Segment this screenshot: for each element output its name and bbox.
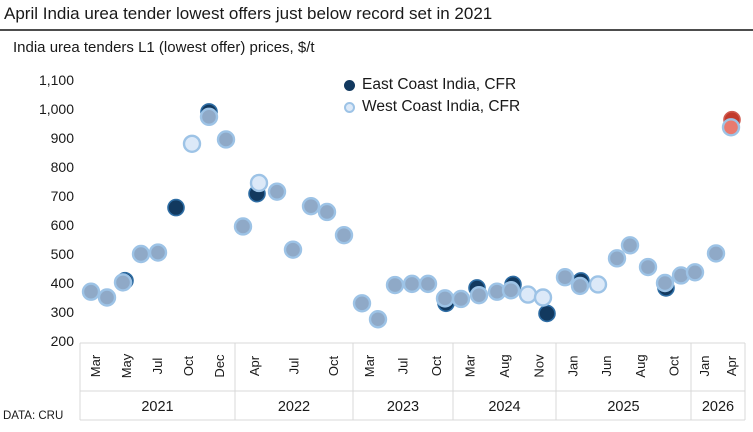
data-point — [352, 294, 372, 313]
data-point — [588, 275, 608, 294]
x-axis-month-label: Jan — [697, 356, 712, 377]
data-point — [533, 288, 553, 307]
x-axis-month-label: Jul — [150, 358, 165, 375]
data-point — [435, 289, 455, 308]
legend-west-label: West Coast India, CFR — [362, 98, 521, 115]
x-axis-month-label: Oct — [667, 356, 682, 377]
data-point — [113, 273, 133, 292]
data-point — [148, 243, 168, 262]
x-axis-year-label: 2025 — [607, 399, 639, 415]
x-axis-month-label: Apr — [247, 355, 262, 376]
x-axis-month-label: May — [119, 353, 134, 378]
x-axis-month-label: Oct — [181, 356, 196, 377]
x-axis-month-label: Aug — [633, 354, 648, 377]
data-point — [385, 275, 405, 295]
x-axis-month-label: Jul — [396, 358, 411, 375]
data-point — [199, 107, 219, 127]
y-axis-tick-label: 600 — [51, 217, 75, 233]
data-point — [469, 285, 489, 305]
data-point — [607, 249, 627, 268]
data-point — [283, 240, 303, 259]
y-axis-tick-label: 500 — [51, 246, 75, 262]
data-point — [167, 198, 185, 217]
data-point — [721, 118, 741, 137]
y-axis-tick-label: 200 — [51, 333, 75, 349]
data-point — [182, 134, 202, 154]
y-axis-tick-label: 400 — [51, 275, 75, 291]
chart-subtitle: India urea tenders L1 (lowest offer) pri… — [13, 39, 315, 56]
x-axis-year-label: 2022 — [278, 399, 310, 415]
x-axis-month-label: Mar — [463, 354, 478, 377]
data-point — [518, 285, 538, 304]
data-point — [451, 289, 471, 309]
x-axis-month-label: Dec — [212, 354, 227, 378]
y-axis-tick-label: 700 — [51, 188, 75, 204]
x-axis-year-label: 2024 — [488, 399, 520, 415]
data-point — [97, 288, 117, 307]
data-point — [685, 263, 705, 282]
data-point — [418, 274, 438, 294]
x-axis-month-label: Aug — [497, 354, 512, 377]
data-point — [620, 236, 640, 255]
data-point — [317, 202, 337, 222]
title-rule — [0, 29, 753, 31]
data-point — [706, 244, 726, 263]
east-coast-marker-icon — [344, 79, 355, 91]
legend-item-west: West Coast India, CFR — [344, 96, 520, 118]
x-axis-month-label: Mar — [362, 354, 377, 377]
y-axis-tick-label: 300 — [51, 304, 75, 320]
data-point — [81, 282, 101, 301]
data-point — [267, 182, 287, 201]
chart-legend: East Coast India, CFR West Coast India, … — [344, 74, 520, 118]
x-axis-month-label: Nov — [531, 354, 546, 378]
page-title: April India urea tender lowest offers ju… — [4, 4, 493, 23]
data-source-note: DATA: CRU — [3, 410, 64, 422]
x-axis-month-label: Mar — [88, 354, 103, 377]
data-point — [402, 274, 422, 294]
y-axis-tick-label: 1,100 — [39, 72, 74, 88]
data-point — [131, 244, 151, 264]
x-axis-month-label: Oct — [429, 356, 444, 377]
legend-item-east: East Coast India, CFR — [344, 74, 520, 96]
data-point — [638, 257, 658, 277]
x-axis-year-label: 2021 — [141, 399, 173, 415]
y-axis-tick-label: 900 — [51, 130, 75, 146]
x-axis-month-label: Oct — [326, 356, 341, 377]
x-axis-year-label: 2023 — [387, 399, 419, 415]
data-point — [216, 130, 236, 149]
y-axis-tick-label: 800 — [51, 159, 75, 175]
x-axis-month-label: Jul — [287, 358, 302, 375]
data-point — [501, 281, 521, 300]
data-point — [538, 304, 556, 323]
x-axis-month-label: Jun — [599, 356, 614, 377]
data-point — [555, 268, 575, 287]
y-axis-tick-label: 1,000 — [39, 101, 74, 117]
x-axis-month-label: Jan — [565, 356, 580, 377]
data-point — [368, 310, 388, 329]
data-point — [301, 196, 321, 216]
data-point — [334, 225, 354, 245]
x-axis-month-label: Apr — [724, 355, 739, 376]
data-point — [655, 273, 675, 293]
west-coast-marker-icon — [344, 101, 355, 113]
data-point — [249, 173, 269, 193]
legend-east-label: East Coast India, CFR — [362, 76, 517, 93]
data-point — [570, 276, 590, 296]
x-axis-year-label: 2026 — [702, 399, 734, 415]
data-point — [233, 217, 253, 236]
